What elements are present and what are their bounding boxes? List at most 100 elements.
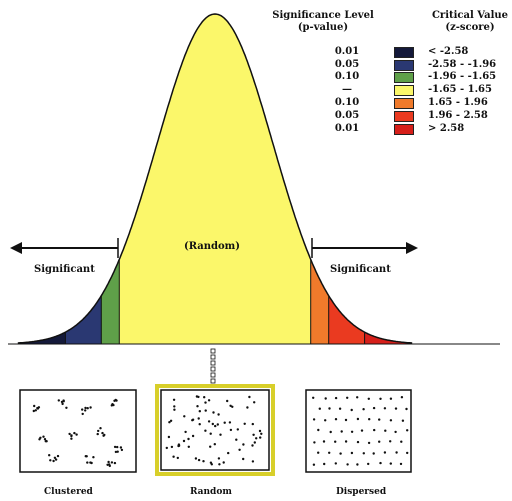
clustered-point (84, 409, 87, 412)
clustered-point (81, 412, 84, 416)
dispersed-point (383, 407, 387, 410)
legend-row: 0.05 -2.58 - -1.96 (318, 58, 512, 71)
legend-color-swatch (394, 98, 414, 109)
clustered-point (96, 432, 99, 436)
random-point (238, 448, 241, 451)
dispersed-point (367, 441, 371, 445)
random-point (227, 451, 230, 455)
dispersed-point (395, 451, 398, 454)
random-point (246, 406, 249, 409)
clustered-point (99, 427, 102, 430)
random-point (197, 395, 200, 399)
random-point (251, 444, 254, 447)
random-point (207, 420, 211, 423)
dispersed-point (389, 397, 393, 400)
random-point (172, 455, 175, 458)
clustered-point (44, 440, 47, 443)
dispersed-point (378, 440, 381, 443)
legend-z-range: < -2.58 (428, 46, 469, 57)
dispersed-point (372, 452, 375, 455)
dispersed-point (350, 430, 354, 433)
legend-z-header-line2: (z-score) (445, 22, 495, 33)
random-point (173, 405, 176, 408)
random-point (202, 460, 205, 463)
random-point (176, 456, 179, 460)
clustered-panel (19, 389, 137, 473)
legend-p-header: Significance Level (p-value) (268, 10, 378, 34)
dispersed-point (362, 452, 365, 455)
dispersed-point (312, 418, 316, 421)
random-point (248, 395, 251, 399)
dispersed-point (367, 462, 370, 466)
random-point (235, 438, 238, 441)
clustered-point (38, 438, 41, 441)
dispersed-point (389, 440, 392, 443)
dispersed-point (344, 440, 348, 443)
dispersed-point (324, 397, 327, 400)
random-points (165, 395, 263, 466)
clustered-point (70, 434, 73, 437)
random-point (187, 445, 190, 448)
random-point (191, 434, 195, 438)
legend-p-value: 0.10 (334, 71, 360, 82)
dispersed-point (346, 463, 349, 466)
random-point (258, 429, 262, 433)
clustered-point (75, 433, 78, 436)
legend-row: 0.01 > 2.58 (318, 122, 512, 135)
dispersed-point (334, 462, 337, 465)
legend-color-swatch (394, 111, 414, 122)
clustered-point (73, 431, 76, 435)
clustered-point (70, 437, 73, 440)
dispersed-point (379, 397, 382, 400)
left-significant-label: Significant (34, 264, 95, 275)
dispersed-point (328, 407, 331, 410)
clustered-point (103, 433, 106, 437)
dispersed-point (338, 407, 342, 410)
dispersed-points (312, 396, 409, 466)
dispersed-point (360, 429, 364, 432)
dispersed-point (378, 418, 381, 421)
legend-p-value: 0.05 (334, 110, 360, 121)
random-panel (160, 389, 270, 471)
dispersed-point (329, 430, 332, 434)
random-point (194, 457, 198, 460)
clustered-point (119, 446, 123, 449)
clustered-point (68, 432, 71, 436)
region-196-258 (328, 14, 365, 344)
random-point (191, 418, 195, 421)
clustered-point (57, 399, 60, 402)
dispersed-point (334, 440, 337, 443)
dispersed-point (340, 430, 343, 433)
random-point (223, 421, 226, 424)
legend-z-header-line1: Critical Value (431, 10, 509, 21)
random-point (177, 443, 181, 446)
random-point (209, 432, 212, 435)
region-random (119, 14, 311, 344)
random-point (168, 421, 171, 424)
connector-dot (210, 360, 216, 366)
dispersed-point (356, 440, 360, 444)
region-258-196 (65, 14, 102, 344)
clustered-point (101, 431, 104, 435)
region-lt-258 (17, 14, 66, 344)
clustered-point (62, 400, 65, 403)
legend-p-value: 0.05 (334, 59, 360, 70)
dispersed-point (334, 396, 338, 400)
random-point (169, 419, 173, 422)
clustered-point (89, 461, 92, 464)
random-point (228, 421, 232, 424)
random-label: (Random) (184, 241, 240, 252)
random-point (165, 446, 168, 450)
right-significant-arrow (311, 238, 418, 258)
random-point (212, 411, 215, 414)
clustered-point (42, 435, 45, 438)
clustered-point (49, 459, 52, 462)
random-point (172, 398, 176, 401)
clustered-points (32, 398, 124, 468)
left-significant-arrow (10, 238, 119, 258)
clustered-point (92, 456, 95, 459)
dispersed-point (373, 428, 376, 432)
random-panel-label: Random (190, 487, 232, 497)
